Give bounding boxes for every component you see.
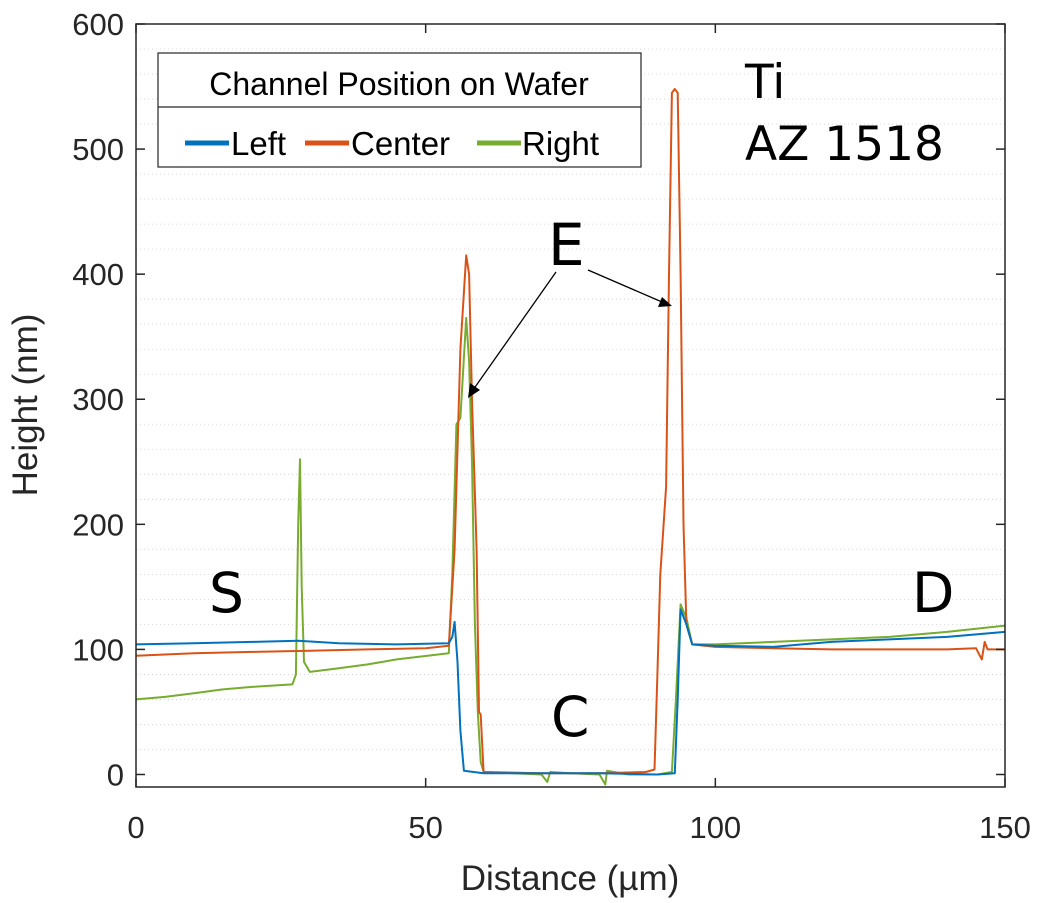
y-tick-label: 400 [72,257,124,292]
series-line-right [135,316,1006,786]
y-tick-label: 200 [72,507,124,542]
resist-label: AZ 1518 [745,117,944,172]
axis-ticks: 0 50 100 150 0 100 200 300 400 500 600 [72,7,1031,845]
x-tick-label: 100 [689,810,741,845]
source-label: S [209,561,244,625]
edge-arrowhead-left [468,383,480,398]
channel-label: C [551,685,589,749]
legend-box [157,52,642,168]
edge-arrow-right [587,269,663,303]
legend-label-left: Left [231,125,286,162]
legend-title: Channel Position on Wafer [209,66,589,102]
x-tick-label: 150 [979,810,1031,845]
y-tick-label: 0 [107,757,124,792]
y-tick-label: 100 [72,632,124,667]
legend: Channel Position on Wafer Left Center Ri… [157,52,642,168]
legend-label-center: Center [351,125,450,162]
y-tick-label: 500 [72,132,124,167]
legend-label-right: Right [522,125,599,162]
y-axis-title: Height (nm) [6,314,45,497]
x-tick-label: 50 [408,810,442,845]
plot-frame [135,23,1006,788]
series-line-center [135,88,1005,775]
edge-arrowhead-right [658,297,672,307]
y-tick-label: 300 [72,382,124,417]
edge-arrows [468,269,672,398]
y-tick-label: 600 [72,7,124,42]
material-label: Ti [744,55,785,110]
series-layer [135,88,1006,786]
drain-label: D [912,561,954,625]
x-tick-label: 0 [127,810,144,845]
edge-arrow-left [472,271,557,391]
x-axis-title: Distance (µm) [461,859,680,898]
edge-label: E [548,211,585,279]
series-line-left [135,608,1006,776]
